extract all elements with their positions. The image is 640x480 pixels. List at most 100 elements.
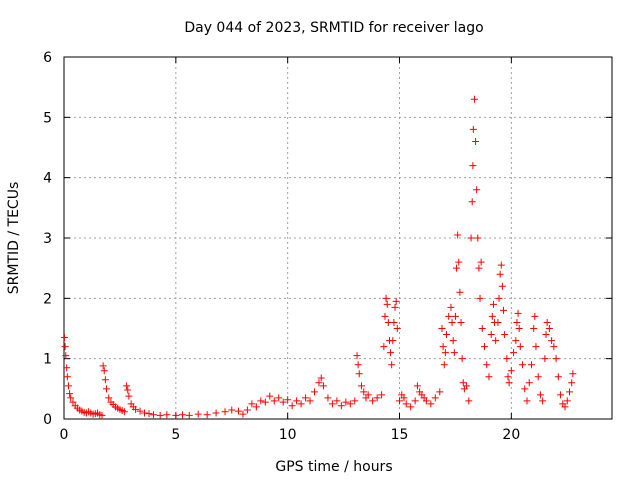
data-point (505, 379, 513, 387)
data-point (568, 379, 576, 387)
x-tick-label: 20 (502, 427, 520, 443)
data-point (536, 391, 544, 399)
data-point (383, 300, 391, 308)
data-point (63, 373, 71, 381)
data-point (64, 382, 72, 390)
data-point (442, 331, 450, 339)
data-point (266, 392, 274, 400)
data-point (132, 405, 140, 413)
data-point (566, 388, 574, 396)
tick-labels: 0 5 10 15 20 0 1 2 3 4 5 6 (43, 50, 520, 443)
data-point (319, 382, 327, 390)
data-point (548, 337, 556, 345)
data-point (483, 361, 491, 369)
data-point (463, 382, 471, 390)
data-point (360, 388, 368, 396)
data-point (141, 409, 149, 417)
data-point (61, 343, 69, 351)
data-point (346, 400, 354, 408)
data-point (101, 376, 109, 384)
data-point (451, 312, 459, 320)
data-point (194, 410, 202, 418)
data-point (523, 397, 531, 405)
chart-title: Day 044 of 2023, SRMTID for receiver lag… (184, 20, 483, 36)
x-axis-label: GPS time / hours (275, 459, 392, 475)
data-point (481, 343, 489, 351)
data-point (470, 95, 478, 103)
data-point (391, 303, 399, 311)
data-point (179, 411, 187, 419)
data-point (532, 343, 540, 351)
data-point (185, 411, 193, 419)
data-point (554, 373, 562, 381)
y-tick-label: 6 (43, 50, 52, 66)
data-point (369, 397, 377, 405)
data-point (302, 394, 310, 402)
data-point (455, 258, 463, 266)
data-point (357, 382, 365, 390)
data-point (400, 394, 408, 402)
data-point (393, 325, 401, 332)
data-point (489, 300, 497, 308)
data-point (487, 331, 495, 339)
data-point (469, 162, 477, 170)
data-point (488, 312, 496, 320)
data-point (163, 411, 171, 419)
data-point (440, 361, 448, 369)
data-point (411, 397, 419, 405)
data-point (521, 385, 529, 393)
data-point (120, 408, 128, 416)
grid-lines (64, 57, 612, 419)
x-tick-label: 15 (391, 427, 409, 443)
data-point (228, 406, 236, 414)
data-point (306, 397, 314, 405)
data-point (477, 258, 485, 266)
y-tick-label: 0 (43, 412, 52, 428)
data-point (513, 318, 521, 326)
data-point (512, 337, 520, 345)
data-point (136, 407, 144, 415)
data-point (445, 312, 453, 320)
data-point (498, 282, 506, 290)
data-point (458, 355, 466, 363)
data-point (539, 397, 547, 405)
data-point (243, 406, 251, 414)
data-point (354, 361, 362, 369)
data-point (503, 355, 511, 363)
x-tick-label: 10 (279, 427, 297, 443)
data-point (62, 352, 70, 360)
data-point (67, 394, 75, 402)
data-point (552, 355, 560, 363)
data-point (427, 400, 435, 408)
data-point (492, 337, 500, 345)
data-point (431, 394, 439, 402)
data-point (324, 394, 332, 402)
data-point (315, 379, 323, 387)
y-tick-label: 3 (43, 231, 52, 247)
data-point (447, 303, 455, 311)
data-point (396, 397, 404, 405)
data-point (527, 361, 535, 369)
data-point (337, 402, 345, 410)
data-point (248, 400, 256, 408)
data-point (311, 388, 319, 396)
data-point (288, 402, 296, 410)
data-point (516, 343, 524, 351)
data-point (156, 411, 164, 419)
data-point (105, 394, 113, 402)
data-point (454, 231, 462, 239)
data-point (333, 397, 341, 405)
data-point (457, 318, 465, 326)
data-point (328, 400, 336, 408)
y-axis-label: SRMTID / TECUs (6, 182, 22, 295)
data-point (507, 367, 515, 375)
data-point (468, 198, 476, 206)
data-point (392, 297, 400, 305)
data-points (60, 95, 577, 419)
data-point (342, 398, 350, 406)
y-tick-label: 2 (43, 291, 52, 307)
data-point (382, 294, 390, 302)
data-point (550, 343, 558, 351)
y-tick-label: 4 (43, 171, 52, 187)
data-point (172, 411, 180, 419)
